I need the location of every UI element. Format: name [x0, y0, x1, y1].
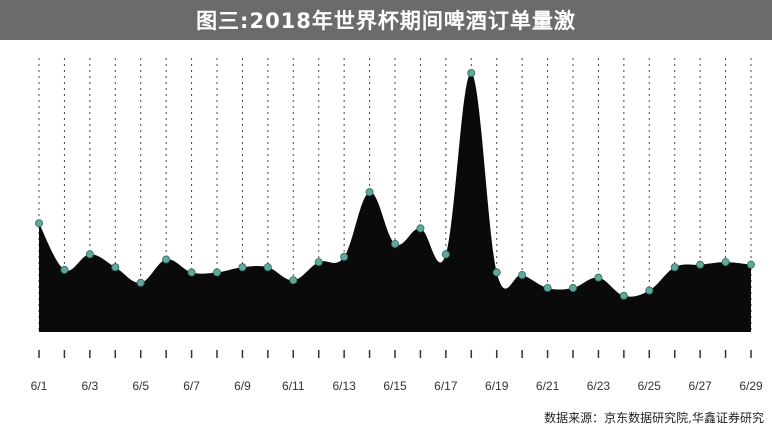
data-point	[543, 283, 552, 292]
data-point	[467, 68, 476, 77]
data-point	[569, 283, 578, 292]
x-tick-label: 6/27	[688, 379, 712, 393]
x-tick-label: 6/19	[485, 379, 509, 393]
x-tick-label: 6/15	[383, 379, 407, 393]
data-point	[594, 273, 603, 282]
data-point	[314, 258, 323, 267]
chart-title: 图三:2018年世界杯期间啤酒订单量激	[196, 9, 576, 33]
x-tick-label: 6/7	[183, 379, 200, 393]
title-bar: 图三:2018年世界杯期间啤酒订单量激	[0, 0, 772, 40]
data-point	[238, 263, 247, 272]
data-point	[390, 239, 399, 248]
data-point	[416, 224, 425, 233]
data-point	[340, 252, 349, 261]
data-point	[35, 219, 44, 228]
data-point	[212, 268, 221, 277]
data-point	[492, 268, 501, 277]
x-tick-label: 6/21	[536, 379, 560, 393]
x-tick-label: 6/1	[31, 379, 48, 393]
data-point	[518, 271, 527, 280]
source-note: 数据来源：京东数据研究院,华鑫证券研究	[544, 411, 764, 425]
series-area	[39, 72, 751, 332]
data-point	[85, 250, 94, 259]
area-chart: 6/1 6/3 6/5 6/7 6/9 6/11 6/13 6/15 6/17 6/19 6/21 6…	[31, 58, 763, 393]
x-tick-label: 6/23	[587, 379, 611, 393]
x-tick-label: 6/17	[434, 379, 458, 393]
data-point	[619, 291, 628, 300]
data-point	[365, 188, 374, 197]
x-tick-label: 6/3	[82, 379, 99, 393]
data-point	[670, 263, 679, 272]
data-point	[136, 278, 145, 287]
data-point	[747, 260, 756, 269]
data-point	[289, 276, 298, 285]
x-tick-label: 6/5	[132, 379, 149, 393]
x-tick-label: 6/11	[282, 379, 305, 393]
data-point	[263, 263, 272, 272]
data-point	[645, 286, 654, 295]
data-point	[441, 250, 450, 259]
data-point	[111, 263, 120, 272]
data-point	[60, 265, 69, 274]
data-point	[696, 260, 705, 269]
data-point	[187, 268, 196, 277]
x-tick-label: 6/13	[332, 379, 356, 393]
x-tick-label: 6/9	[234, 379, 251, 393]
data-point	[721, 258, 730, 267]
data-point	[162, 255, 171, 264]
x-tick-label: 6/25	[638, 379, 662, 393]
x-tick-label: 6/29	[739, 379, 763, 393]
